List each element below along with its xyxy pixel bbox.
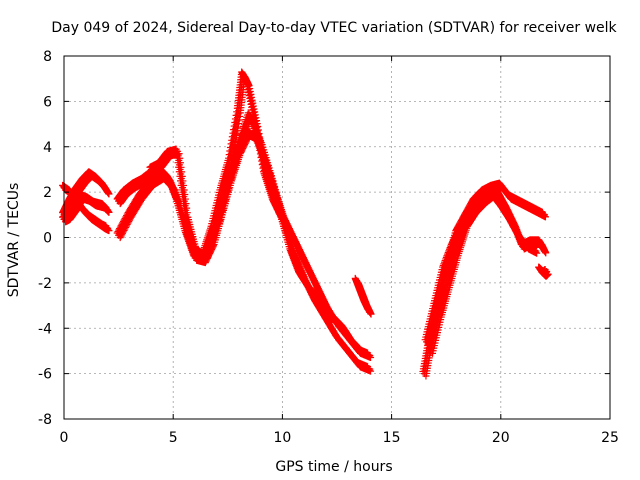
data-point: [297, 251, 305, 259]
data-point: [301, 259, 309, 267]
data-point: [253, 132, 261, 140]
data-point: [176, 172, 184, 180]
data-point: [290, 256, 298, 264]
data-point: [175, 168, 183, 176]
data-point: [304, 264, 312, 272]
data-point: [289, 253, 297, 261]
data-point: [299, 254, 307, 262]
data-point: [310, 277, 318, 285]
data-point: [179, 195, 187, 203]
data-point: [254, 136, 262, 144]
data-point: [256, 150, 264, 158]
data-point: [300, 256, 308, 264]
data-point: [229, 148, 237, 156]
data-point: [173, 150, 181, 158]
chart-title: Day 049 of 2024, Sidereal Day-to-day VTE…: [51, 20, 617, 36]
data-point: [366, 351, 374, 359]
data-point: [291, 258, 299, 266]
data-point: [295, 246, 303, 254]
data-point: [288, 250, 296, 258]
data-point: [258, 157, 266, 165]
data-point: [307, 272, 315, 280]
data-points: [59, 68, 552, 380]
data-point: [228, 155, 236, 163]
data-point: [292, 239, 300, 247]
series-arc-f: [146, 68, 366, 357]
data-point: [304, 265, 312, 273]
data-point: [233, 127, 241, 135]
data-point: [309, 275, 317, 283]
data-point: [311, 280, 319, 288]
data-point: [314, 285, 322, 293]
series-arc-g: [351, 274, 375, 318]
data-point: [289, 255, 297, 263]
data-point: [286, 247, 294, 255]
data-point: [178, 190, 186, 198]
data-point: [251, 118, 259, 126]
data-point: [357, 347, 365, 355]
data-point: [252, 125, 260, 133]
series-arc-b: [59, 181, 113, 235]
data-point: [255, 143, 263, 151]
data-point: [104, 224, 112, 232]
data-point: [314, 286, 322, 294]
data-point: [234, 120, 242, 128]
data-point: [228, 159, 236, 167]
data-point: [293, 263, 301, 271]
data-point: [257, 154, 265, 162]
data-point: [232, 134, 240, 142]
data-point: [177, 181, 185, 189]
data-point: [233, 130, 241, 138]
data-point: [306, 269, 314, 277]
data-point: [231, 141, 239, 149]
data-point: [366, 365, 374, 373]
data-point: [251, 121, 259, 129]
data-point: [229, 152, 237, 160]
data-point: [302, 260, 310, 268]
data-point: [300, 257, 308, 265]
data-point: [253, 129, 261, 137]
data-point: [291, 259, 299, 267]
data-point: [258, 161, 266, 169]
data-point: [312, 282, 320, 290]
data-point: [288, 251, 296, 259]
data-point: [311, 278, 319, 286]
data-point: [231, 137, 239, 145]
data-point: [230, 145, 238, 153]
data-point: [289, 235, 297, 243]
data-point: [234, 123, 242, 131]
data-point: [180, 204, 188, 212]
data-point: [286, 245, 294, 253]
data-point: [172, 145, 180, 153]
data-point: [256, 146, 264, 154]
data-point: [287, 248, 295, 256]
data-point: [292, 261, 300, 269]
data-point: [236, 112, 244, 120]
data-point: [177, 177, 185, 185]
data-point: [298, 252, 306, 260]
data-point: [313, 283, 321, 291]
data-point: [180, 200, 188, 208]
data-point: [173, 154, 181, 162]
data-point: [255, 139, 263, 147]
data-point: [305, 267, 313, 275]
data-point: [235, 116, 243, 124]
data-point: [293, 264, 301, 272]
data-point: [104, 206, 112, 214]
data-point: [178, 186, 186, 194]
data-point: [174, 159, 182, 167]
data-point: [175, 163, 183, 171]
data-point: [104, 188, 112, 196]
data-point: [307, 270, 315, 278]
data-point: [303, 262, 311, 270]
data-point: [308, 273, 316, 281]
data-point: [259, 164, 267, 172]
